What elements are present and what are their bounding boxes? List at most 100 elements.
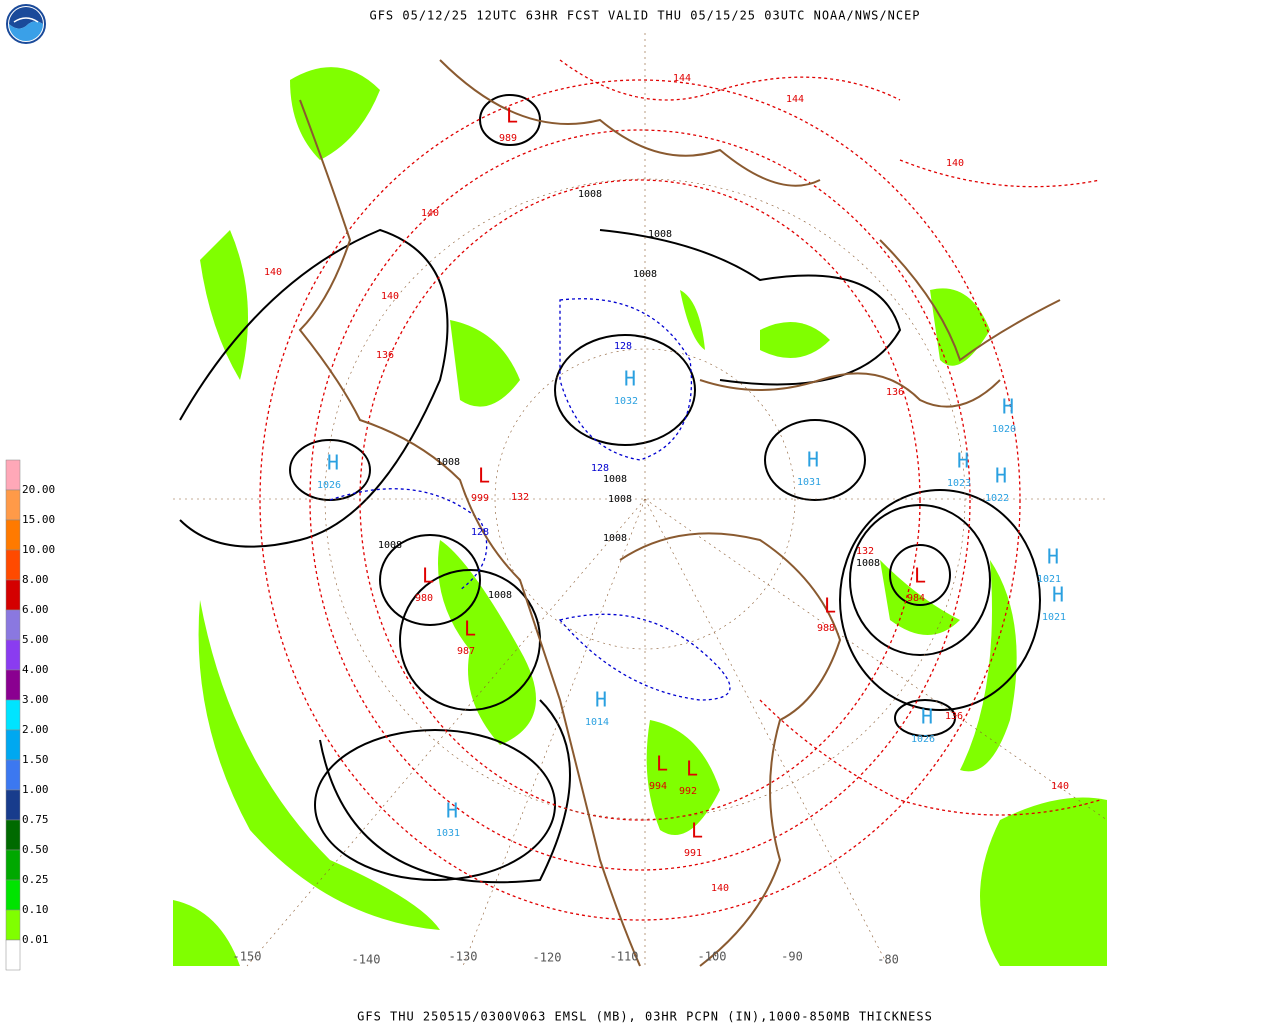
legend-label: 4.00 xyxy=(22,663,49,676)
center-pressure: 992 xyxy=(679,786,697,797)
precip-areas xyxy=(173,67,1107,966)
legend-label: 20.00 xyxy=(22,483,55,496)
center-letter: H xyxy=(1052,583,1064,607)
center-letter: L xyxy=(478,464,490,488)
legend-label: 10.00 xyxy=(22,543,55,556)
contour-label: 1008 xyxy=(578,189,602,200)
center-pressure: 1014 xyxy=(585,717,609,728)
center-pressure: 1023 xyxy=(947,478,971,489)
center-pressure: 988 xyxy=(817,623,835,634)
legend-swatch xyxy=(5,519,21,551)
longitude-label: -110 xyxy=(610,950,639,964)
center-pressure: 1026 xyxy=(317,480,341,491)
contour-label: 144 xyxy=(786,94,804,105)
legend-swatch xyxy=(5,579,21,611)
legend-swatch xyxy=(5,789,21,821)
contour-label: 140 xyxy=(1051,781,1069,792)
contour-label: 140 xyxy=(421,208,439,219)
center-letter: H xyxy=(807,448,819,472)
center-letter: H xyxy=(446,799,458,823)
center-letter: L xyxy=(686,757,698,781)
center-letter: H xyxy=(921,705,933,729)
legend-label: 0.50 xyxy=(22,843,49,856)
contour-label: 136 xyxy=(376,350,394,361)
coastlines xyxy=(298,59,1061,967)
legend-label: 2.00 xyxy=(22,723,49,736)
contour-label: 128 xyxy=(614,341,632,352)
center-letter: L xyxy=(656,752,668,776)
legend-label: 1.50 xyxy=(22,753,49,766)
contour-label: 128 xyxy=(471,527,489,538)
center-pressure: 980 xyxy=(415,593,433,604)
legend-label: 3.00 xyxy=(22,693,49,706)
thickness-contours xyxy=(259,59,1101,921)
longitude-label: -80 xyxy=(877,953,899,967)
legend-swatch xyxy=(5,939,21,971)
longitude-label: -140 xyxy=(352,953,381,967)
center-letter: H xyxy=(624,367,636,391)
legend-swatch xyxy=(5,699,21,731)
center-pressure: 1022 xyxy=(985,493,1009,504)
legend-label: 0.01 xyxy=(22,933,49,946)
contour-label: 132 xyxy=(511,492,529,503)
center-letter: H xyxy=(595,688,607,712)
contour-label: 1008 xyxy=(856,558,880,569)
legend-swatch xyxy=(5,759,21,791)
center-letter: L xyxy=(506,104,518,128)
center-pressure: 1031 xyxy=(797,477,821,488)
contour-label: 128 xyxy=(591,463,609,474)
legend-swatch xyxy=(5,669,21,701)
legend-swatch xyxy=(5,459,21,491)
contour-label: 1008 xyxy=(633,269,657,280)
legend-label: 0.75 xyxy=(22,813,49,826)
center-pressure: 1031 xyxy=(436,828,460,839)
center-letter: H xyxy=(957,449,969,473)
center-pressure: 1020 xyxy=(992,424,1016,435)
isobars xyxy=(179,94,1041,884)
longitude-label: -120 xyxy=(533,951,562,965)
legend-swatch xyxy=(5,549,21,581)
legend-label: 0.10 xyxy=(22,903,49,916)
center-letter: L xyxy=(914,564,926,588)
contour-label: 140 xyxy=(264,267,282,278)
center-pressure: 987 xyxy=(457,646,475,657)
center-letter: H xyxy=(1047,545,1059,569)
contour-label: 1008 xyxy=(648,229,672,240)
contour-label: 140 xyxy=(946,158,964,169)
legend-swatch xyxy=(5,909,21,941)
contour-label: 1008 xyxy=(608,494,632,505)
contour-label: 136 xyxy=(945,711,963,722)
map xyxy=(173,33,1108,967)
legend-swatch xyxy=(5,489,21,521)
legend-label: 8.00 xyxy=(22,573,49,586)
center-pressure: 991 xyxy=(684,848,702,859)
legend-swatch xyxy=(5,849,21,881)
contour-label: 1008 xyxy=(488,590,512,601)
center-letter: H xyxy=(1002,395,1014,419)
legend-swatch xyxy=(5,729,21,761)
center-pressure: 1021 xyxy=(1037,574,1061,585)
center-letter: L xyxy=(691,819,703,843)
center-letter: L xyxy=(422,564,434,588)
legend-swatch xyxy=(5,609,21,641)
longitude-label: -100 xyxy=(698,950,727,964)
map-frame xyxy=(173,33,1107,966)
legend-label: 5.00 xyxy=(22,633,49,646)
center-letter: L xyxy=(464,617,476,641)
center-pressure: 989 xyxy=(499,133,517,144)
legend-swatch xyxy=(5,639,21,671)
noaa-logo xyxy=(6,4,46,44)
contour-label: 1008 xyxy=(436,457,460,468)
longitude-label: -150 xyxy=(233,950,262,964)
labels-layer: 20.00 15.00 10.00 8.00 6.00 5.00 4.00 3.00 2.00 1… xyxy=(5,73,1069,971)
title: GFS 05/12/25 12UTC 63HR FCST VALID THU 0… xyxy=(369,9,920,23)
contour-label: 140 xyxy=(711,883,729,894)
contour-label: 144 xyxy=(673,73,691,84)
graticule xyxy=(173,33,1108,967)
center-pressure: 1026 xyxy=(911,734,935,745)
center-pressure: 1032 xyxy=(614,396,638,407)
contour-label: 140 xyxy=(381,291,399,302)
contour-label: 1008 xyxy=(603,533,627,544)
legend-label: 1.00 xyxy=(22,783,49,796)
legend-label: 15.00 xyxy=(22,513,55,526)
